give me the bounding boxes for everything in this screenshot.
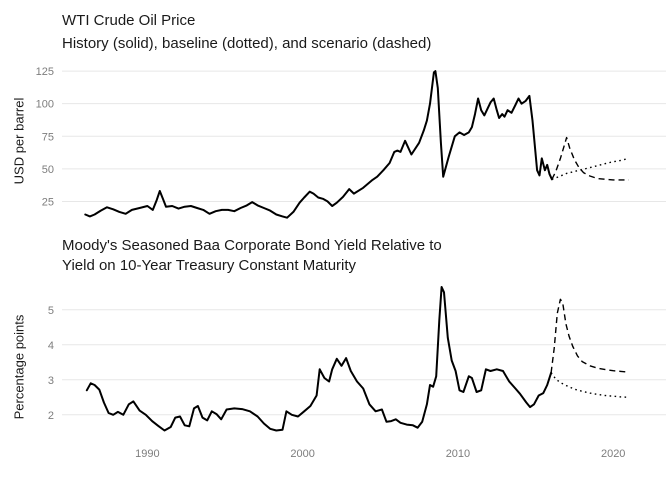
wti-chart-title: WTI Crude Oil Price	[62, 12, 196, 29]
y-tick-label: 3	[48, 375, 54, 387]
y-tick-label: 75	[42, 131, 54, 143]
baseline-line	[551, 157, 629, 180]
scenario-line	[551, 136, 629, 181]
y-tick-label: 5	[48, 305, 54, 317]
baa-y-axis-title: Percentage points	[11, 314, 27, 420]
wti-chart-subtitle: History (solid), baseline (dotted), and …	[62, 35, 432, 52]
wti-panel: 25 50 75 100 125	[36, 66, 666, 219]
baa-panel: 2 3 4 5 1990 2000 2010 2020	[48, 286, 666, 460]
x-tick-label: 2020	[601, 448, 625, 460]
baa-chart-title: Moody's Seasoned Baa Corporate Bond Yiel…	[62, 237, 442, 274]
y-tick-label: 125	[36, 66, 54, 78]
x-tick-label: 1990	[135, 448, 159, 460]
history-line	[84, 70, 553, 219]
x-tick-label: 2010	[446, 448, 470, 460]
y-tick-label: 100	[36, 99, 54, 111]
history-line	[85, 286, 553, 432]
x-tick-label: 2000	[290, 448, 314, 460]
y-tick-label: 50	[42, 164, 54, 176]
y-tick-label: 2	[48, 410, 54, 422]
wti-y-axis-title: USD per barrel	[11, 97, 27, 185]
baseline-line	[550, 372, 629, 398]
y-tick-label: 4	[48, 340, 54, 352]
y-tick-label: 25	[42, 196, 54, 208]
scenario-line	[550, 298, 629, 373]
